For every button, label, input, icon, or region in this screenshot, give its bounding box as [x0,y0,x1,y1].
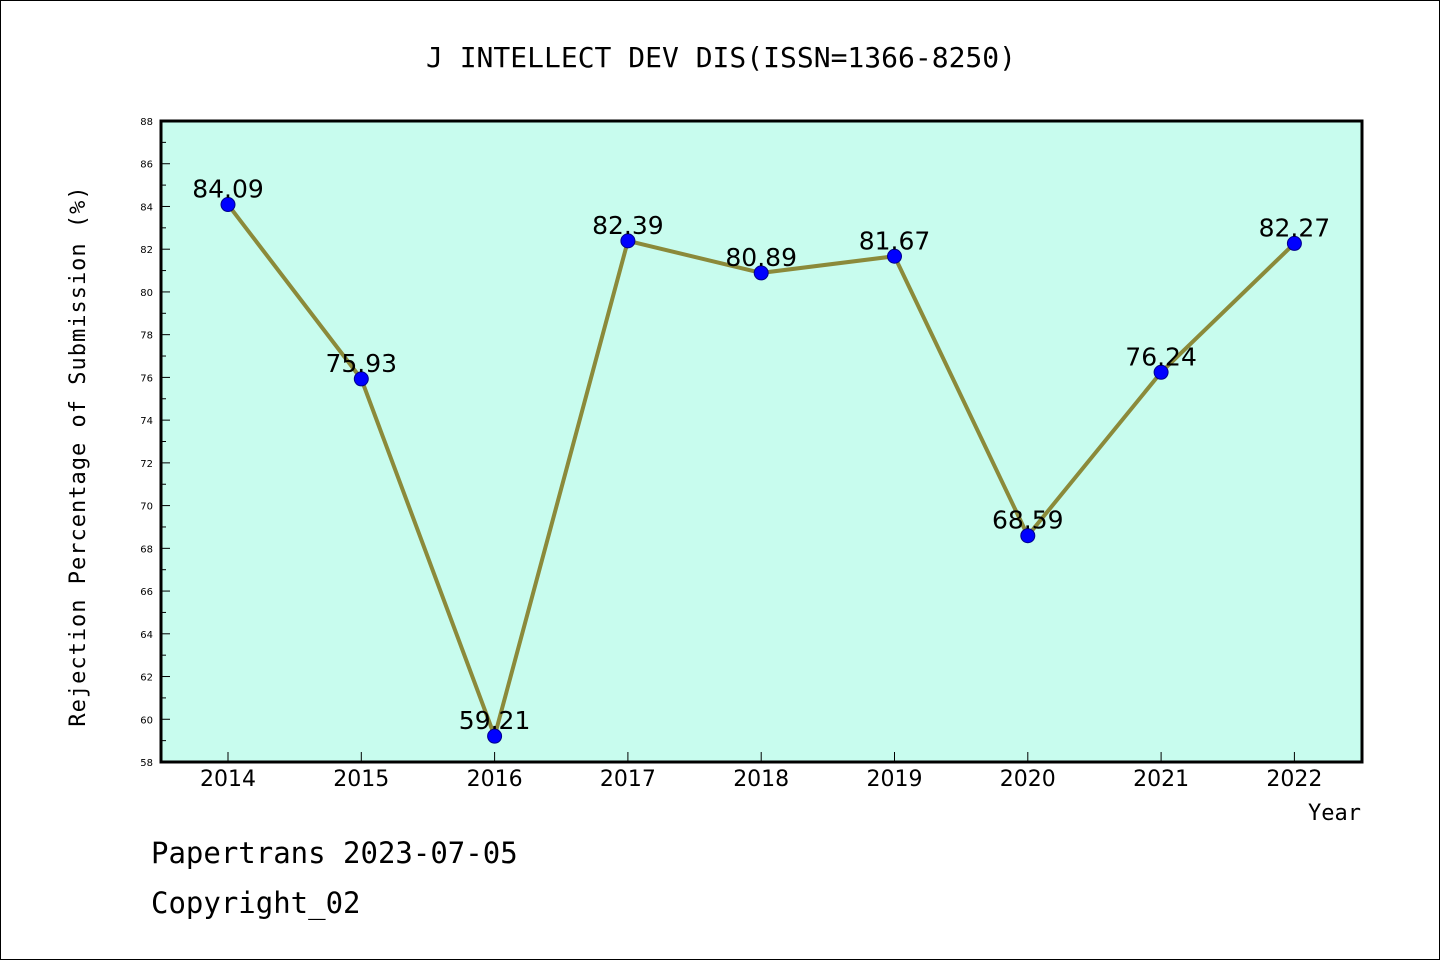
x-tick-label: 2019 [867,767,923,792]
x-tick-label: 2014 [200,767,256,792]
x-tick-label: 2020 [1000,767,1056,792]
y-tick-label: 78 [140,331,153,342]
data-label: 80.89 [725,243,797,272]
data-label: 68.59 [992,506,1064,535]
data-label: 82.27 [1259,213,1331,242]
y-tick-label: 82 [140,245,153,256]
data-label: 81.67 [859,226,931,255]
data-point [620,233,636,249]
y-tick-label: 86 [140,160,153,171]
plot-area [159,119,1364,764]
y-tick-label: 68 [140,544,153,555]
data-point [1020,528,1036,544]
y-tick-label: 70 [140,502,153,513]
data-label: 84.09 [192,175,264,204]
x-axis: 2014 2015 2016 2017 2018 2019 2020 2021 2022 [200,752,1322,792]
y-tick-label: 84 [140,202,153,213]
x-axis-label: Year [1308,801,1361,826]
x-tick-label: 2021 [1133,767,1189,792]
data-label: 76.24 [1125,342,1197,371]
y-tick-label: 62 [140,673,153,684]
y-axis: 58 60 62 64 66 68 70 72 74 76 78 80 82 84 86 88 [140,117,170,769]
data-point [887,248,902,264]
data-point [353,371,369,387]
data-labels-group: 84.09 75.93 59.21 82.39 80.89 81.67 68.59 76.24… [192,175,1330,736]
footer-copyright: Copyright_02 [151,886,361,920]
data-label: 75.93 [326,349,398,378]
y-tick-label: 58 [140,758,153,769]
x-tick-label: 2017 [600,767,656,792]
data-point [1153,364,1169,380]
chart-title: J INTELLECT DEV DIS(ISSN=1366-8250) [426,41,1016,74]
data-label: 59.21 [459,706,531,735]
y-tick-label: 64 [140,630,153,641]
data-label: 82.39 [592,211,664,240]
y-tick-label: 80 [140,288,153,299]
x-tick-label: 2016 [467,767,523,792]
data-point [753,265,769,281]
y-tick-label: 60 [140,715,153,726]
x-tick-label: 2015 [333,767,389,792]
data-point [220,197,236,213]
markers-group [220,197,1302,744]
y-tick-label: 88 [140,117,153,128]
y-tick-label: 76 [140,373,153,384]
data-point [487,728,503,744]
y-tick-label: 74 [140,416,153,427]
x-tick-label: 2018 [733,767,789,792]
data-point [1286,235,1302,251]
footer-source: Papertrans 2023-07-05 [151,836,518,870]
y-tick-label: 66 [140,587,153,598]
y-axis-label: Rejection Percentage of Submission (%) [66,185,91,726]
y-tick-label: 72 [140,459,153,470]
x-tick-label: 2022 [1266,767,1322,792]
